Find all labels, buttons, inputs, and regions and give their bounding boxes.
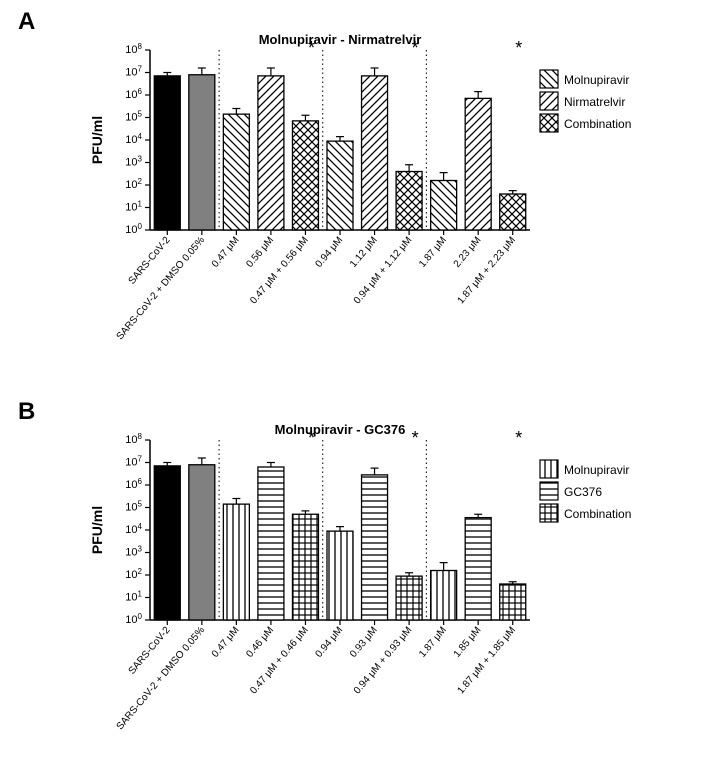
svg-text:102: 102 (125, 567, 142, 582)
svg-text:106: 106 (125, 87, 142, 102)
svg-text:Molnupiravir - Nirmatrelvir: Molnupiravir - Nirmatrelvir (259, 32, 422, 47)
svg-text:104: 104 (125, 522, 142, 537)
svg-text:2.23 μM: 2.23 μM (452, 235, 484, 270)
svg-text:*: * (412, 38, 419, 58)
svg-text:1.12 μM: 1.12 μM (348, 235, 380, 270)
svg-text:0.56 μM: 0.56 μM (244, 235, 276, 270)
svg-text:1.85 μM: 1.85 μM (452, 625, 484, 660)
svg-text:104: 104 (125, 132, 142, 147)
svg-text:0.47 μM: 0.47 μM (210, 235, 242, 270)
svg-text:0.94 μM: 0.94 μM (314, 235, 346, 270)
svg-text:*: * (412, 428, 419, 448)
svg-text:105: 105 (125, 109, 142, 124)
svg-text:102: 102 (125, 177, 142, 192)
svg-text:PFU/ml: PFU/ml (89, 506, 105, 554)
svg-text:Combination: Combination (564, 117, 631, 131)
svg-text:*: * (515, 428, 522, 448)
svg-text:100: 100 (125, 612, 142, 627)
panel-label-a: A (18, 8, 35, 36)
svg-text:106: 106 (125, 477, 142, 492)
svg-text:105: 105 (125, 499, 142, 514)
svg-text:1.87 μM: 1.87 μM (417, 625, 449, 660)
svg-text:101: 101 (125, 199, 142, 214)
svg-text:1.87 μM: 1.87 μM (417, 235, 449, 270)
svg-text:107: 107 (125, 64, 142, 79)
svg-text:0.93 μM: 0.93 μM (348, 625, 380, 660)
svg-text:0.46 μM: 0.46 μM (244, 625, 276, 660)
chart-a: Molnupiravir - Nirmatrelvir 100 101 102 103 1… (80, 30, 640, 350)
svg-text:Nirmatrelvir: Nirmatrelvir (564, 95, 625, 109)
svg-text:*: * (308, 428, 315, 448)
svg-text:103: 103 (125, 154, 142, 169)
svg-text:0.94 μM: 0.94 μM (314, 625, 346, 660)
panel-label-b: B (18, 398, 35, 426)
svg-text:Molnupiravir: Molnupiravir (564, 73, 629, 87)
svg-text:0.47 μM: 0.47 μM (210, 625, 242, 660)
svg-text:100: 100 (125, 222, 142, 237)
svg-text:103: 103 (125, 544, 142, 559)
svg-text:Molnupiravir - GC376: Molnupiravir - GC376 (275, 422, 406, 437)
svg-text:101: 101 (125, 589, 142, 604)
svg-text:108: 108 (125, 42, 142, 57)
svg-text:*: * (308, 38, 315, 58)
svg-text:Combination: Combination (564, 507, 631, 521)
svg-text:108: 108 (125, 432, 142, 447)
svg-text:GC376: GC376 (564, 485, 602, 499)
svg-text:107: 107 (125, 454, 142, 469)
svg-text:PFU/ml: PFU/ml (89, 116, 105, 164)
chart-b: Molnupiravir - GC376 100 101 102 103 104 105 10… (80, 420, 640, 740)
svg-text:Molnupiravir: Molnupiravir (564, 463, 629, 477)
svg-text:*: * (515, 38, 522, 58)
